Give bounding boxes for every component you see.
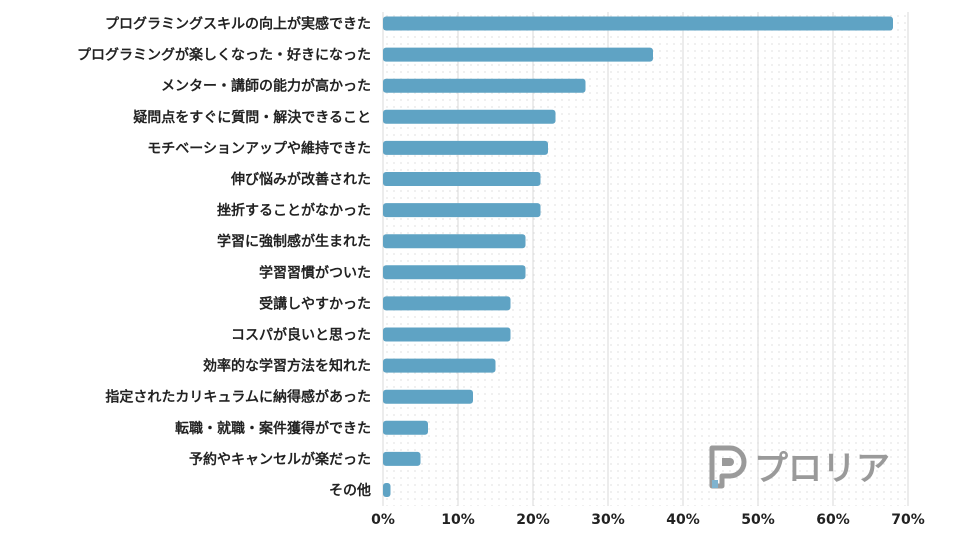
bar [383, 140, 548, 155]
x-tick-label: 50% [741, 512, 775, 528]
category-label: 学習に強制感が生まれた [217, 233, 371, 250]
category-label: 挫折することがなかった [217, 202, 371, 219]
plot-area-background [383, 12, 908, 506]
category-label: 転職・就職・案件獲得ができた [175, 420, 371, 437]
bar-layer [383, 16, 893, 497]
bar [383, 389, 473, 404]
category-label: プログラミングが楽しくなった・好きになった [77, 47, 371, 64]
bar [383, 234, 526, 249]
watermark-logo: プロリア [709, 445, 890, 489]
category-label: 指定されたカリキュラムに納得感があった [105, 389, 371, 406]
bar [383, 420, 428, 435]
bar [383, 265, 526, 280]
bar [383, 358, 496, 373]
category-label: 学習習慣がついた [259, 264, 371, 281]
x-tick-label: 60% [816, 512, 850, 528]
category-label: 受講しやすかった [259, 295, 371, 312]
bar [383, 203, 541, 218]
bar [383, 327, 511, 342]
x-tick-labels: 0% 10% 20% 30% 40% 50% 60% 70% [371, 512, 925, 528]
x-tick-label: 0% [371, 512, 395, 528]
bar [383, 172, 541, 186]
category-label: 予約やキャンセルが楽だった [189, 451, 371, 468]
grid-layer [382, 12, 909, 506]
bar [383, 78, 586, 93]
category-label: 疑問点をすぐに質問・解決できること [133, 109, 371, 126]
bar [383, 483, 391, 497]
category-label: 効率的な学習方法を知れた [203, 358, 371, 375]
x-tick-label: 40% [666, 512, 700, 528]
category-label: 伸び悩みが改善された [230, 171, 371, 188]
bar [383, 296, 511, 311]
x-tick-label: 70% [891, 512, 925, 528]
category-label: モチベーションアップや維持できた [147, 140, 371, 157]
x-tick-label: 30% [591, 512, 625, 528]
x-tick-label: 10% [441, 512, 475, 528]
proria-logo-icon [709, 445, 747, 489]
category-labels: プログラミングスキルの向上が実感できたプログラミングが楽しくなった・好きになった… [77, 16, 371, 500]
category-label: その他 [329, 482, 371, 499]
bar [383, 47, 653, 62]
x-tick-label: 20% [516, 512, 550, 528]
bar [383, 16, 893, 31]
bar [383, 451, 421, 466]
category-label: メンター・講師の能力が高かった [161, 78, 371, 95]
category-label: コスパが良いと思った [231, 327, 371, 344]
watermark-text: プロリア [754, 449, 890, 489]
category-label: プログラミングスキルの向上が実感できた [105, 16, 371, 33]
bar [383, 109, 556, 124]
